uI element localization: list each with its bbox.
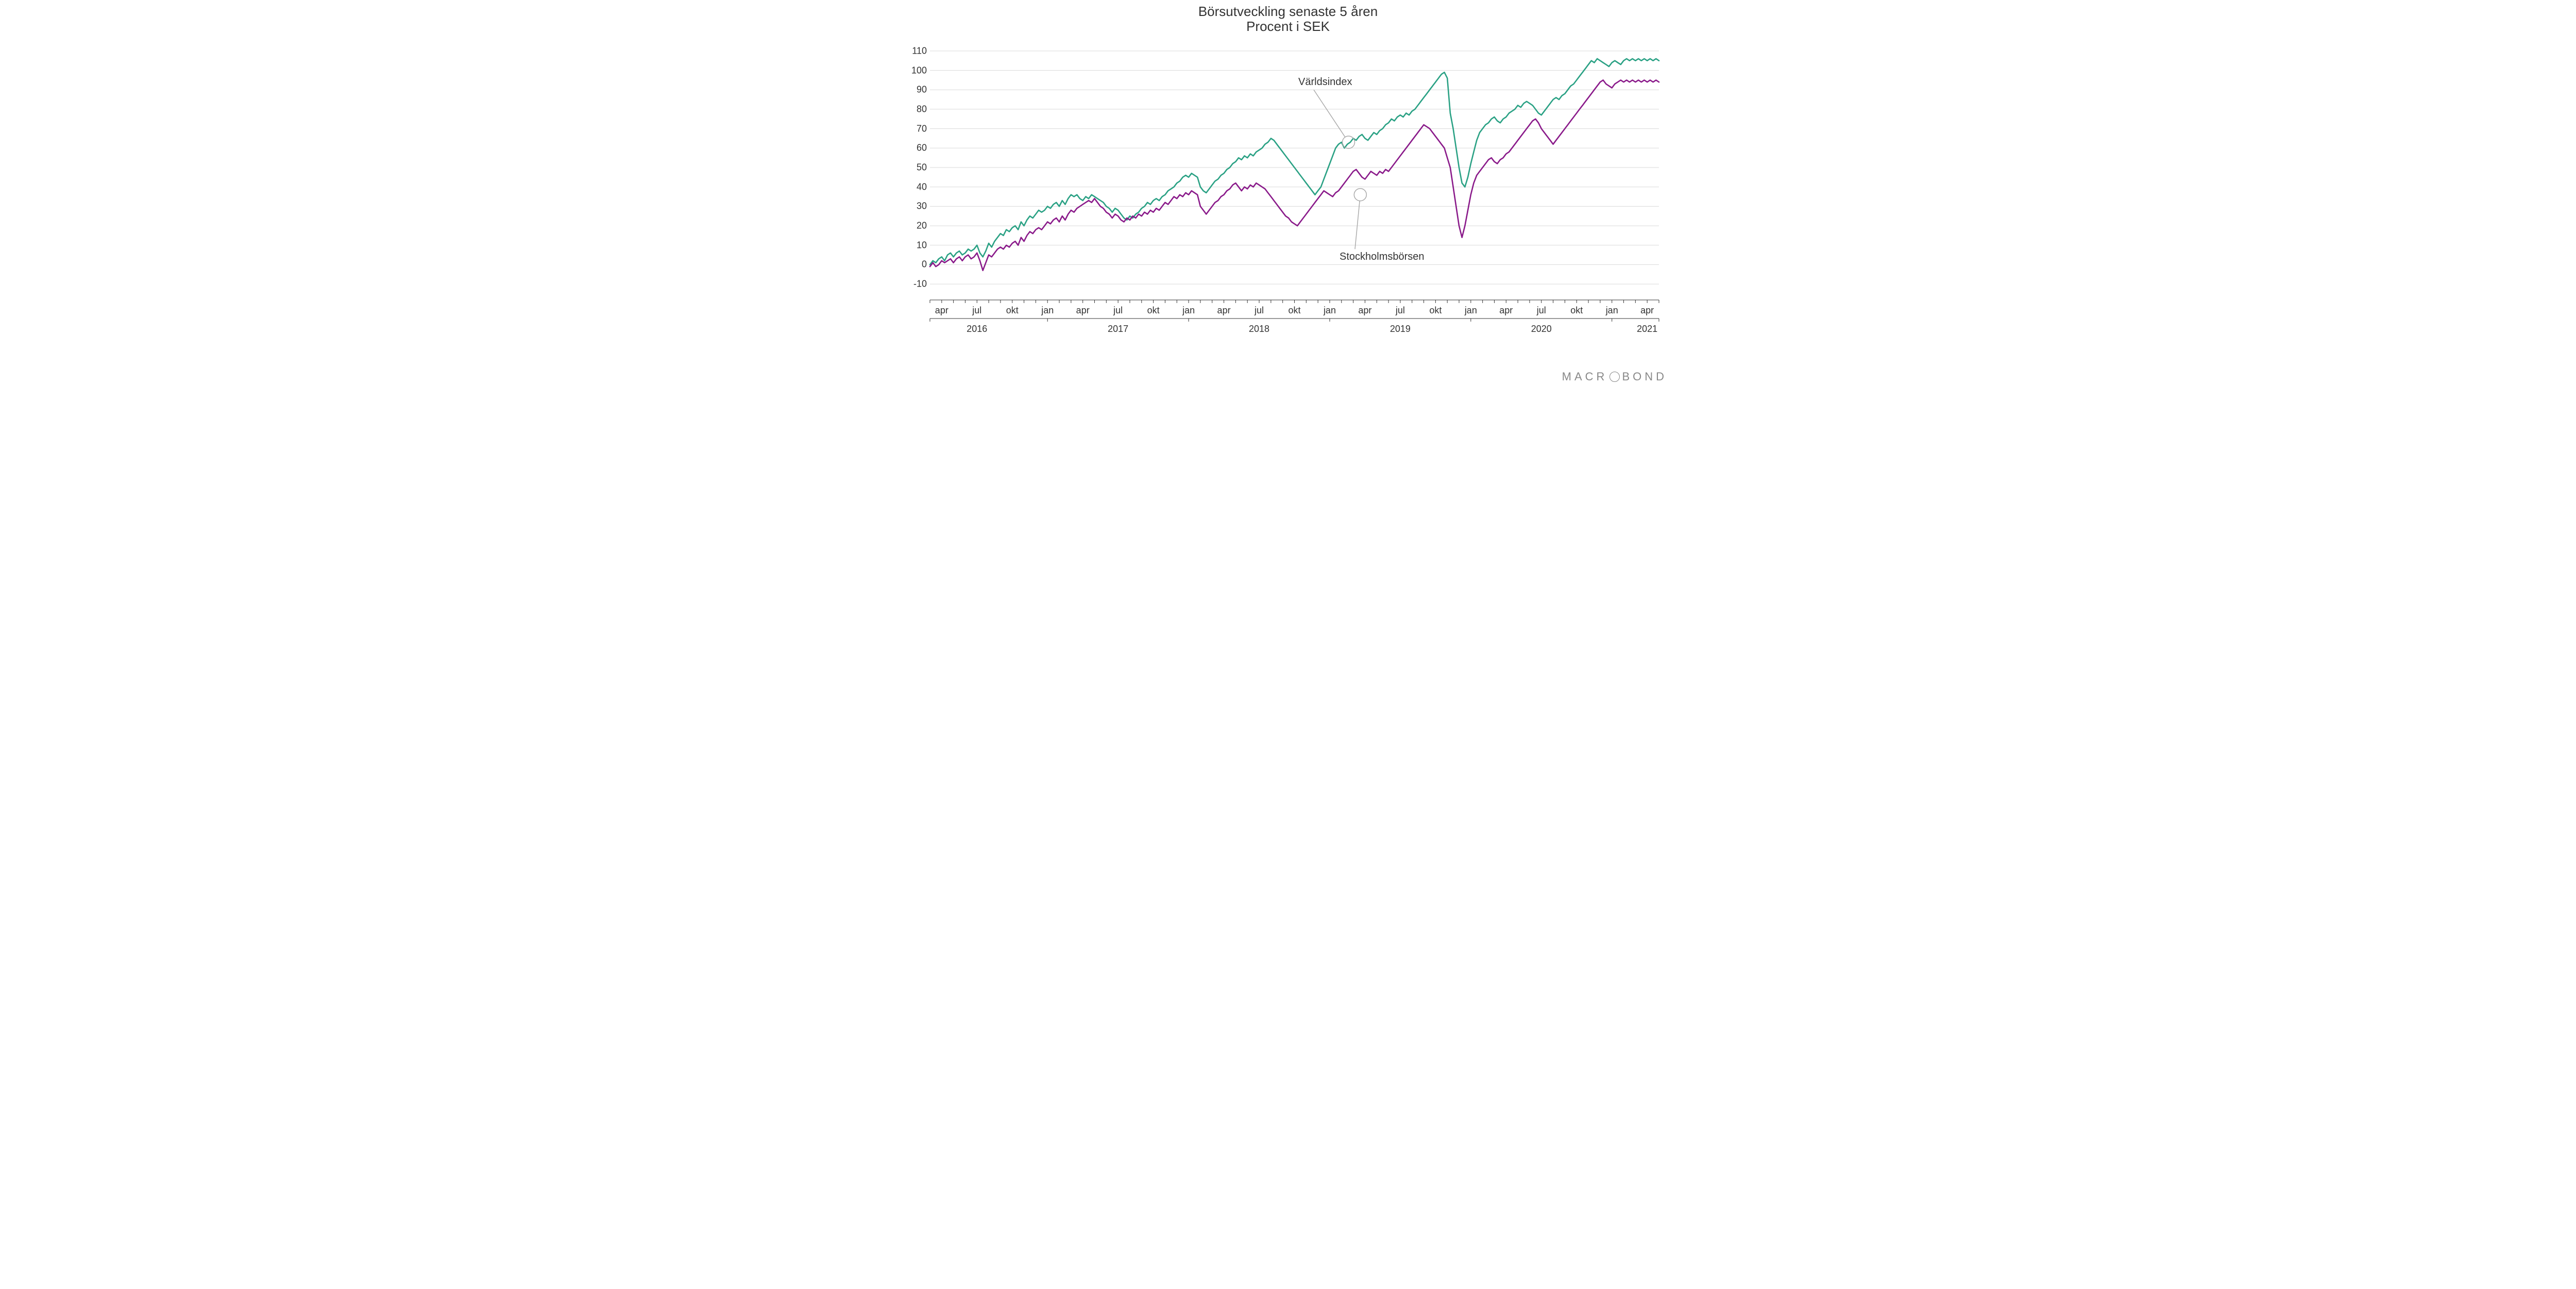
x-month-label: apr [1217,305,1231,316]
y-tick-label: 10 [903,240,927,250]
x-month-label: apr [1358,305,1371,316]
x-year-label: 2018 [1249,324,1269,334]
y-tick-label: 30 [903,201,927,212]
callout-leader-stockholm [1355,201,1360,249]
x-month-label: okt [1570,305,1583,316]
x-year-label: 2020 [1531,324,1552,334]
x-year-label: 2021 [1637,324,1657,334]
y-tick-label: 50 [903,162,927,173]
brand-logo: MACR BOND [1562,370,1667,383]
x-month-label: jul [1255,305,1264,316]
x-month-label: apr [1499,305,1513,316]
y-tick-label: 80 [903,104,927,114]
x-month-label: jan [1465,305,1477,316]
callout-label-stockholm: Stockholmsbörsen [1340,251,1425,263]
title-line-2: Procent i SEK [902,19,1674,34]
chart-container: Börsutveckling senaste 5 åren Procent i … [902,0,1674,387]
brand-text-right: BOND [1622,370,1667,383]
callout-marker-world [1342,136,1354,148]
x-month-label: jul [1537,305,1546,316]
y-tick-label: 110 [903,45,927,56]
y-tick-label: 70 [903,123,927,134]
brand-ring-icon [1609,372,1620,382]
series-line-stockholm [930,80,1659,270]
x-month-label: jul [1113,305,1123,316]
chart-svg [902,41,1674,350]
y-tick-label: 20 [903,221,927,231]
plot-area: -10 0 10 20 30 40 50 60 70 80 90 100 110 apr jul okt ja… [902,41,1674,350]
callout-marker-stockholm [1354,189,1366,201]
y-tick-label: 90 [903,85,927,95]
x-year-label: 2017 [1108,324,1128,334]
y-tick-label: 40 [903,181,927,192]
brand-text-left: MACR [1562,370,1608,383]
x-month-label: jul [1396,305,1405,316]
x-month-label: okt [1147,305,1160,316]
x-month-label: apr [1076,305,1090,316]
y-tick-label: 100 [903,65,927,76]
x-month-label: jan [1041,305,1054,316]
x-month-label: jan [1182,305,1195,316]
x-month-label: apr [1640,305,1654,316]
title-line-1: Börsutveckling senaste 5 åren [902,4,1674,19]
callout-label-world: Världsindex [1298,76,1352,88]
x-month-label: jan [1606,305,1618,316]
x-month-label: okt [1288,305,1300,316]
callout-leader-world [1314,90,1345,137]
x-year-label: 2016 [967,324,987,334]
y-tick-label: -10 [903,279,927,290]
x-month-label: jan [1324,305,1336,316]
chart-title: Börsutveckling senaste 5 åren Procent i … [902,4,1674,34]
y-tick-label: 60 [903,143,927,154]
x-month-label: okt [1006,305,1019,316]
x-month-label: jul [972,305,981,316]
x-year-label: 2019 [1390,324,1411,334]
x-month-label: apr [935,305,948,316]
y-tick-label: 0 [903,259,927,270]
x-month-label: okt [1429,305,1442,316]
